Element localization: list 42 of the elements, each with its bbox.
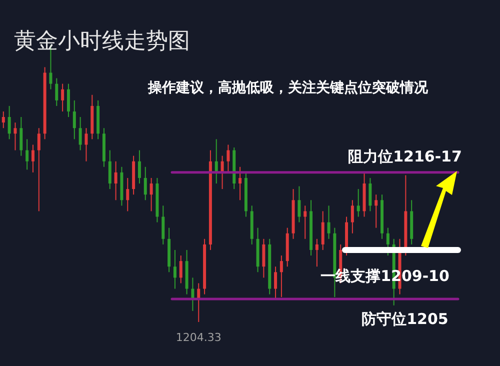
candlestick <box>20 116 23 156</box>
candlestick <box>356 188 360 218</box>
candlestick <box>327 205 330 240</box>
candlestick <box>108 150 112 190</box>
candlestick <box>162 205 165 245</box>
candlestick <box>31 144 34 173</box>
candlestick <box>114 160 118 201</box>
candlestick <box>238 166 242 201</box>
candlestick <box>138 150 141 184</box>
candlestick <box>78 116 82 151</box>
candlestick <box>173 249 176 290</box>
candlestick <box>61 83 64 112</box>
candlestick <box>26 138 29 170</box>
candlestick <box>55 78 58 106</box>
candlestick <box>8 105 11 140</box>
candlestick <box>321 210 324 250</box>
candlestick <box>274 266 278 300</box>
candlestick <box>150 177 153 212</box>
candlestick <box>386 227 390 256</box>
candlestick <box>144 166 147 201</box>
candlestick <box>262 238 266 278</box>
candlestick <box>2 110 5 129</box>
candlestick <box>14 122 17 151</box>
candlestick <box>304 205 307 240</box>
candlestick <box>298 186 301 223</box>
candlestick <box>280 255 283 298</box>
candlestick <box>368 177 372 212</box>
annotation: 操作建议，高抛低吸，关注关键点位突破情况 <box>147 79 429 96</box>
candlestick <box>72 100 76 140</box>
ref-line-label: 阻力位1216-17 <box>348 147 462 166</box>
ref-line-label: 防守位1205 <box>362 310 448 328</box>
candlestick <box>374 194 378 228</box>
annotation: 1204.33 <box>176 331 222 344</box>
candlestick <box>84 128 88 162</box>
candlestick <box>179 255 182 284</box>
candlestick <box>37 128 40 212</box>
candlestick <box>66 83 70 118</box>
chart-title: 黄金小时线走势图 <box>14 29 190 54</box>
candlestick <box>126 177 130 212</box>
candlestick <box>226 144 230 173</box>
candlestick <box>315 238 318 268</box>
candlestick <box>350 200 354 234</box>
